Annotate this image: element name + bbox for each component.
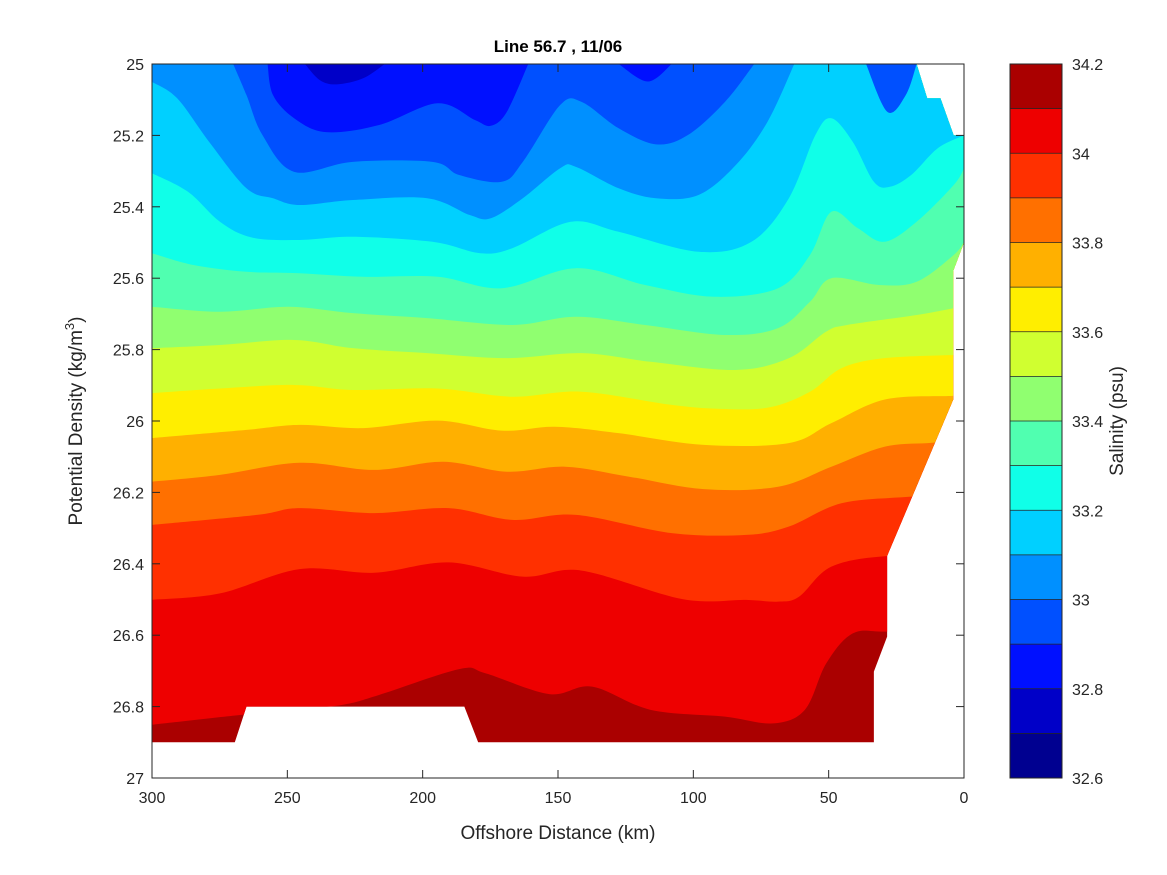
colorbar-tick-label: 33.2 <box>1072 503 1103 520</box>
colorbar-swatch-32.9-33 <box>1010 599 1062 645</box>
colorbar-swatch-33.7-33.8 <box>1010 242 1062 288</box>
colorbar-frame <box>1009 63 1063 779</box>
y-axis-label-text: Potential Density (kg/m <box>66 330 87 525</box>
y-axis-label-suffix: ) <box>66 317 87 323</box>
colorbar-swatch-34-34.1 <box>1010 108 1062 154</box>
colorbar-swatch-33.4-33.5 <box>1010 376 1062 421</box>
colorbar-tick-label: 32.8 <box>1072 682 1103 699</box>
colorbar-tick-label: 34 <box>1072 146 1090 163</box>
x-tick-label: 150 <box>545 790 572 807</box>
colorbar-tick-label: 33.8 <box>1072 236 1103 253</box>
y-axis-label: Potential Density (kg/m3) <box>62 317 87 526</box>
colorbar-swatch-32.6-32.7 <box>1010 733 1062 778</box>
y-tick-label: 26.2 <box>113 485 144 502</box>
band-fill-below-32.8-seg0 <box>304 64 385 85</box>
chart-title: Line 56.7 , 11/06 <box>494 37 623 56</box>
x-tick-label: 250 <box>274 790 301 807</box>
colorbar-swatch-33.1-33.2 <box>1010 510 1062 555</box>
x-tick-label: 200 <box>409 790 436 807</box>
colorbar-swatch-32.8-32.9 <box>1010 644 1062 689</box>
colorbar-tick-label: 33.6 <box>1072 325 1103 342</box>
colorbar-tick-label: 32.6 <box>1072 771 1103 788</box>
colorbar-label: Salinity (psu) <box>1107 366 1128 476</box>
band-fill-below-33-seg1 <box>866 64 917 113</box>
y-tick-label: 25.2 <box>113 128 144 145</box>
contour-fills <box>152 64 964 743</box>
y-tick-label: 25 <box>126 57 144 74</box>
colorbar-swatch-33.2-33.3 <box>1010 465 1062 511</box>
colorbar-tick-label: 33.4 <box>1072 414 1103 431</box>
y-tick-label: 25.8 <box>113 343 144 360</box>
x-tick-label: 300 <box>139 790 166 807</box>
colorbar-swatch-34.1-34.2 <box>1010 64 1062 109</box>
band-fill-below-32.9-seg1 <box>618 64 672 82</box>
y-axis: 25 25.2 25.4 25.6 25.8 26 26.2 26.4 26.6 26.8 27 <box>113 57 964 788</box>
y-tick-label: 26.4 <box>113 557 144 574</box>
colorbar-swatch-33.8-33.9 <box>1010 197 1062 243</box>
colorbar-tick-label: 34.2 <box>1072 57 1103 74</box>
colorbar-swatch-33.3-33.4 <box>1010 421 1062 466</box>
y-tick-label: 25.4 <box>113 200 144 217</box>
colorbar-tick-label: 33 <box>1072 593 1090 610</box>
colorbar-swatch-33.6-33.7 <box>1010 287 1062 332</box>
x-axis-label: Offshore Distance (km) <box>461 823 656 844</box>
colorbar-swatch-33-33.1 <box>1010 554 1062 600</box>
y-tick-label: 26 <box>126 414 144 431</box>
y-tick-label: 25.6 <box>113 271 144 288</box>
x-tick-label: 100 <box>680 790 707 807</box>
colorbar-swatch-32.7-32.8 <box>1010 688 1062 734</box>
colorbar: 32.6 32.8 33 33.2 33.4 33.6 33.8 34 34.2 <box>1009 57 1103 788</box>
colorbar-swatch-33.9-34 <box>1010 153 1062 198</box>
y-axis-label-superscript: 3 <box>62 323 77 330</box>
y-tick-label: 27 <box>126 771 144 788</box>
colorbar-swatch-33.5-33.6 <box>1010 331 1062 377</box>
x-tick-label: 50 <box>820 790 838 807</box>
x-axis: 300 250 200 150 100 50 0 <box>139 64 969 807</box>
x-tick-label: 0 <box>960 790 969 807</box>
y-tick-label: 26.8 <box>113 700 144 717</box>
y-tick-label: 26.6 <box>113 628 144 645</box>
